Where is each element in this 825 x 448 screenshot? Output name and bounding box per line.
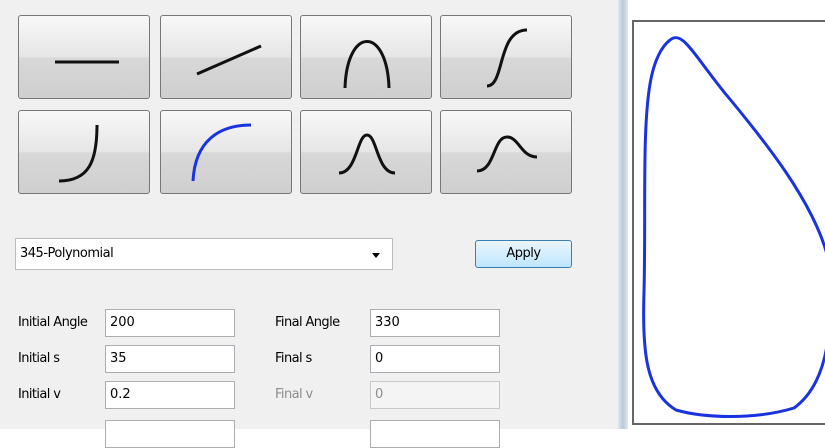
text-field[interactable] <box>105 420 235 448</box>
text-field: 0 <box>370 381 500 409</box>
profile-button[interactable] <box>300 15 432 99</box>
profile-button[interactable] <box>18 15 150 99</box>
field-label: Final Angle <box>275 315 340 330</box>
cam-plot <box>632 20 825 425</box>
text-field[interactable]: 330 <box>370 309 500 337</box>
dropdown-value: 345-Polynomial <box>20 246 114 261</box>
text-field[interactable]: 200 <box>105 309 235 337</box>
profile-button[interactable] <box>160 110 292 194</box>
text-field[interactable] <box>370 420 500 448</box>
cam-profile <box>642 36 825 418</box>
field-label: Initial Angle <box>18 315 88 330</box>
text-field[interactable]: 0 <box>370 345 500 373</box>
profile-button[interactable] <box>440 15 572 99</box>
profile-button[interactable] <box>300 110 432 194</box>
field-label: Final s <box>275 351 312 366</box>
text-field[interactable]: 0.2 <box>105 381 235 409</box>
cam-curve <box>642 36 825 418</box>
profile-dropdown[interactable]: 345-Polynomial <box>15 238 393 270</box>
field-label: Final v <box>275 387 313 402</box>
apply-button[interactable]: Apply <box>475 240 572 268</box>
text-field[interactable]: 35 <box>105 345 235 373</box>
field-label: Initial v <box>18 387 61 402</box>
profile-button[interactable] <box>18 110 150 194</box>
field-label: Initial s <box>18 351 60 366</box>
profile-button[interactable] <box>160 15 292 99</box>
splitter[interactable] <box>618 0 628 429</box>
profile-button[interactable] <box>440 110 572 194</box>
left-panel: 345-Polynomial Apply Initial Angle 200 Fin… <box>0 0 618 448</box>
dropdown-arrow <box>372 253 380 258</box>
